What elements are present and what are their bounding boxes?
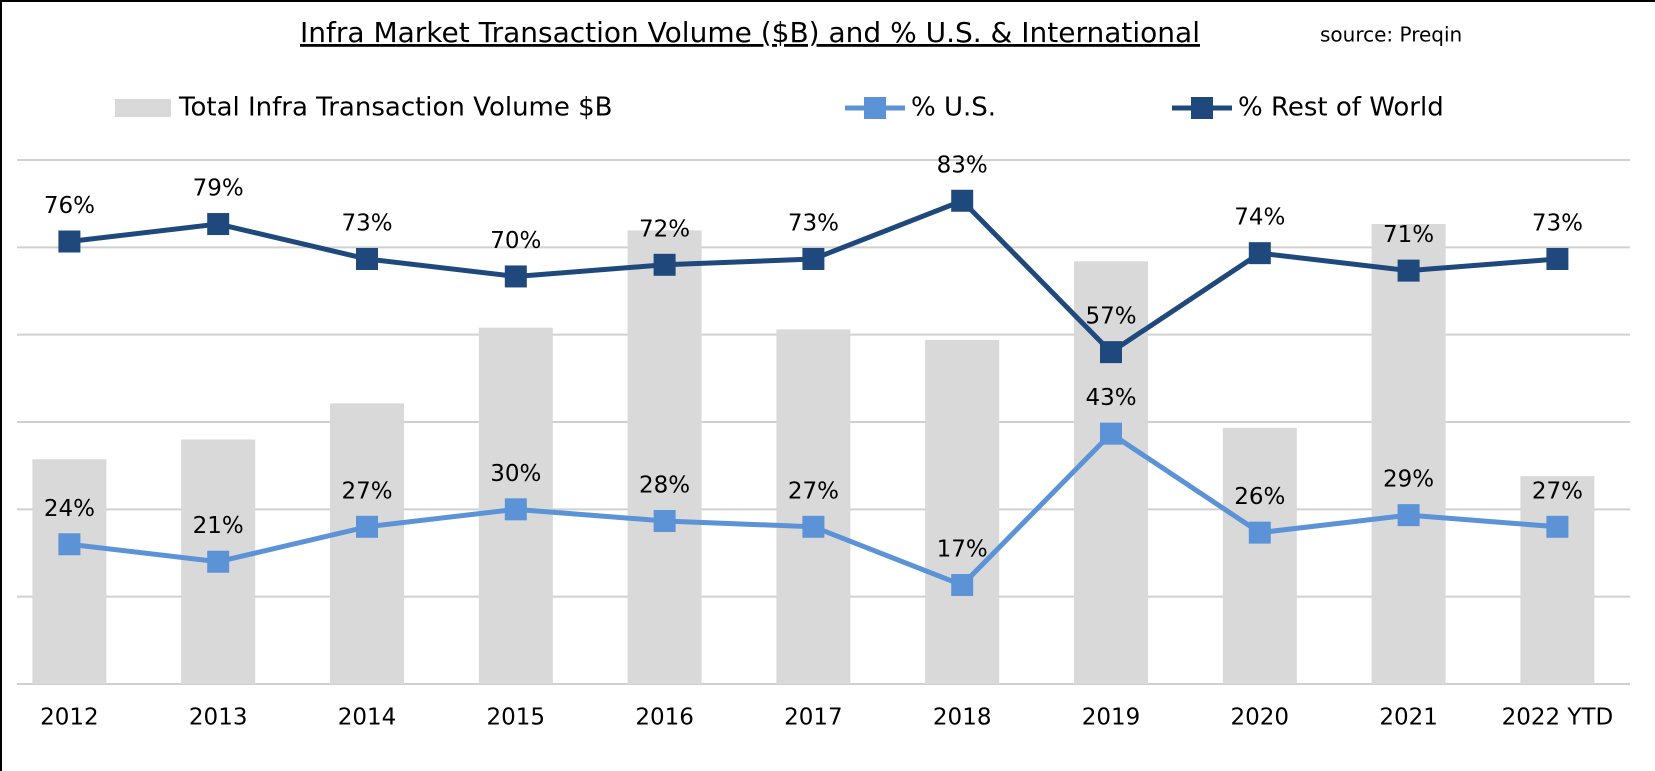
data-label: 17%: [937, 537, 988, 563]
data-label: 76%: [44, 193, 95, 219]
bar: [776, 329, 851, 684]
x-tick-label: 2021: [1379, 705, 1438, 731]
legend-label: % U.S.: [911, 93, 996, 123]
x-tick-label: 2016: [635, 705, 694, 731]
marker: [802, 247, 825, 270]
data-label: 27%: [1532, 478, 1583, 504]
data-label: 83%: [937, 152, 988, 178]
marker: [653, 253, 676, 276]
marker: [1397, 504, 1420, 527]
data-label: 43%: [1085, 385, 1136, 411]
marker: [1100, 422, 1122, 445]
marker: [356, 247, 378, 270]
data-label: 30%: [490, 461, 541, 487]
marker: [1546, 247, 1569, 270]
data-label: 79%: [193, 176, 244, 202]
marker: [356, 515, 378, 538]
data-label: 26%: [1234, 484, 1285, 510]
x-tick-label: 2013: [189, 705, 248, 731]
data-label: 27%: [788, 478, 839, 504]
bar: [627, 230, 702, 684]
x-tick-label: 2019: [1082, 705, 1141, 731]
marker: [58, 533, 81, 556]
x-tick-label: 2022 YTD: [1502, 705, 1614, 731]
x-tick-label: 2017: [784, 705, 843, 731]
marker: [653, 509, 676, 532]
bar: [925, 339, 1000, 684]
marker: [504, 498, 527, 521]
data-label: 28%: [639, 472, 690, 498]
chart-subtitle: source: Preqin: [1320, 23, 1462, 47]
marker: [1100, 341, 1122, 364]
marker: [58, 230, 81, 253]
marker: [1546, 515, 1569, 538]
marker: [1248, 242, 1271, 265]
x-tick-label: 2014: [338, 705, 397, 731]
bar: [1371, 224, 1446, 685]
legend-swatch: [115, 99, 171, 117]
marker: [951, 189, 974, 212]
legend-swatch: [864, 97, 886, 119]
marker: [951, 574, 974, 597]
data-label: 73%: [341, 210, 392, 236]
data-label: 24%: [44, 496, 95, 522]
marker: [1397, 259, 1420, 282]
legend-label: Total Infra Transaction Volume $B: [178, 93, 613, 123]
chart-title: Infra Market Transaction Volume ($B) and…: [300, 16, 1200, 49]
data-label: 74%: [1234, 205, 1285, 231]
data-label: 72%: [639, 216, 690, 242]
marker: [802, 515, 825, 538]
legend-label: % Rest of World: [1238, 93, 1444, 123]
data-label: 71%: [1383, 222, 1434, 248]
data-label: 29%: [1383, 467, 1434, 493]
bar: [1222, 427, 1297, 684]
bar: [1074, 261, 1148, 684]
bar: [330, 403, 404, 684]
data-label: 21%: [193, 513, 244, 539]
bar: [32, 459, 107, 684]
data-label: 57%: [1085, 304, 1136, 330]
bar: [1520, 476, 1595, 684]
x-tick-label: 2015: [487, 705, 546, 731]
legend-swatch: [1191, 97, 1213, 119]
data-label: 73%: [788, 210, 839, 236]
marker: [504, 265, 527, 288]
x-tick-label: 2018: [933, 705, 992, 731]
marker: [1248, 521, 1271, 544]
x-tick-label: 2020: [1231, 705, 1290, 731]
data-label: 73%: [1532, 210, 1583, 236]
data-label: 70%: [490, 228, 541, 254]
marker: [207, 550, 230, 573]
marker: [207, 213, 230, 236]
data-label: 27%: [341, 478, 392, 504]
x-tick-label: 2012: [40, 705, 99, 731]
